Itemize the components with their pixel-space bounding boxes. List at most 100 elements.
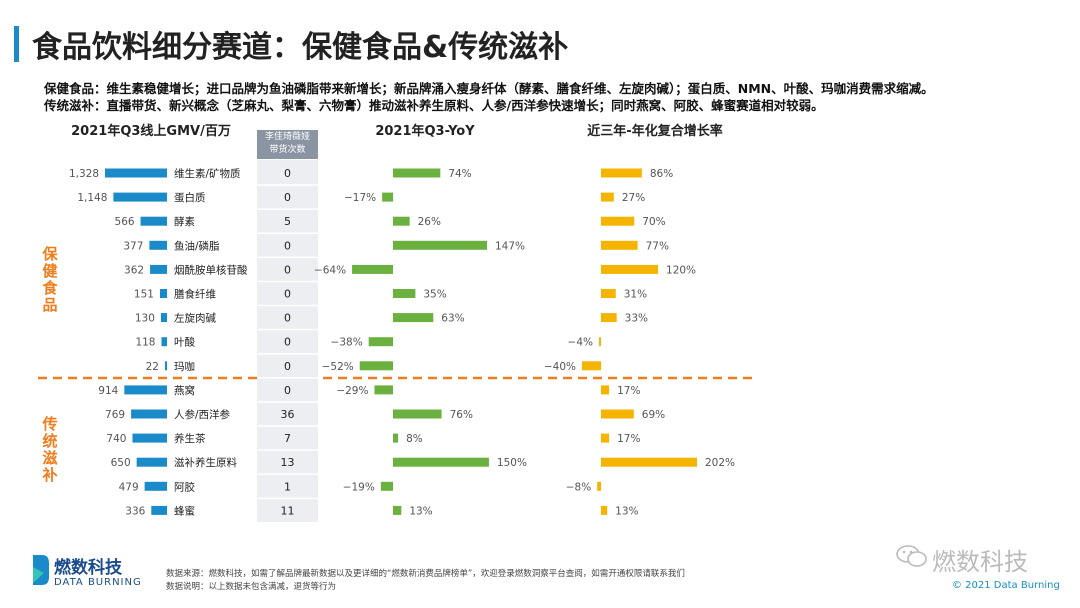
group-label-health: 保健食品 [42,245,58,314]
yoy-bar [393,409,442,419]
category-label: 人参/西洋参 [174,408,231,421]
wechat-icon [896,545,927,567]
gmv-bar [160,313,167,323]
cagr-bar [601,289,616,298]
cagr-value-label: 27% [622,192,645,204]
category-label: 蜂蜜 [174,504,195,517]
yoy-bar [380,481,393,491]
kol-count: 0 [284,288,291,301]
yoy-value-label: −29% [336,385,368,397]
gmv-value-label: 1,328 [69,168,99,180]
gmv-value-label: 362 [124,264,144,276]
page-title: 食品饮料细分赛道：保健食品&传统滋补 [32,30,569,65]
cagr-value-label: 69% [642,409,665,421]
kol-count: 0 [284,360,291,373]
kol-column-header: 李佳琦薇娅 带货次数 [257,130,318,159]
category-label: 烟酰胺单核苷酸 [174,263,248,276]
cagr-bar [601,433,610,443]
yoy-bar [393,168,441,178]
yoy-value-label: −38% [331,337,363,349]
description-line-1: 保健食品：维生素稳健增长；进口品牌为鱼油磷脂带来新增长；新品牌涌入瘦身纤体（酵素… [44,81,934,96]
gmv-bar [149,240,167,250]
yoy-value-label: 76% [450,409,473,421]
gmv-value-label: 151 [134,289,154,301]
yoy-bar [393,433,399,443]
data-burning-logo-icon [33,555,49,585]
yoy-bar [393,216,410,226]
category-label: 膳食纤维 [174,288,216,301]
cagr-bar [601,457,697,467]
cagr-bar [601,313,617,323]
yoy-value-label: 13% [409,505,432,517]
cagr-bar [601,192,614,202]
category-label: 滋补养生原料 [174,456,237,469]
gmv-column-title: 2021年Q3线上GMV/百万 [71,124,231,139]
kol-count: 0 [284,191,291,204]
gmv-bar [144,481,167,491]
gmv-value-label: 336 [125,505,145,517]
kol-count: 36 [281,408,295,421]
gmv-bar [132,433,167,443]
category-label: 酵素 [174,215,195,228]
cagr-bar [601,240,638,250]
category-label: 鱼油/磷脂 [174,239,220,252]
gmv-bar [159,289,167,298]
cagr-value-label: 33% [625,313,648,325]
cagr-bar [601,409,634,419]
group-label-tonic: 传统滋补 [42,415,58,484]
gmv-bar [161,337,167,347]
cagr-value-label: 17% [617,385,640,397]
data-note: 数据说明：以上数据未包含满减，退货等行为 [166,582,337,592]
kol-count: 0 [284,239,291,252]
yoy-value-label: −17% [344,192,376,204]
gmv-bar [140,216,167,226]
gmv-value-label: 479 [119,481,139,493]
cagr-value-label: 120% [666,264,696,276]
yoy-bar [368,337,393,347]
yoy-value-label: −64% [314,264,346,276]
gmv-value-label: 130 [135,313,155,325]
yoy-column-title: 2021年Q3-YoY [375,124,475,139]
gmv-value-label: 1,148 [77,192,107,204]
cagr-bar [601,168,642,178]
gmv-value-label: 650 [111,457,131,469]
yoy-value-label: 74% [448,168,471,180]
cagr-bar [601,505,608,515]
cagr-value-label: 31% [624,289,647,301]
category-label: 阿胶 [174,480,195,493]
kol-count: 0 [284,312,291,325]
gmv-value-label: 377 [123,240,143,252]
gmv-value-label: 566 [115,216,135,228]
category-label: 养生茶 [174,432,206,445]
cagr-bar [599,337,601,347]
gmv-bar [150,264,167,274]
cagr-value-label: −8% [566,481,591,493]
yoy-bar [393,457,489,467]
gmv-value-label: 740 [106,433,126,445]
cagr-value-label: 202% [705,457,735,469]
cagr-bar [581,361,601,371]
kol-count: 1 [284,480,291,493]
cagr-value-label: 70% [642,216,665,228]
source-note: 数据来源：燃数科技，如需了解品牌最新数据以及更详细的“燃数新消费品牌榜单”，欢迎… [166,569,685,579]
logo-text-cn: 燃数科技 [54,558,122,578]
gmv-bar [105,168,167,178]
category-label: 叶酸 [174,336,195,349]
gmv-bar [124,385,167,395]
cagr-bar [597,481,601,491]
yoy-value-label: 63% [441,313,464,325]
gmv-bar [136,457,167,467]
kol-count: 13 [281,456,295,469]
yoy-value-label: 147% [495,240,525,252]
gmv-bar [113,192,167,202]
kol-count: 11 [281,504,295,517]
category-label: 燕窝 [174,384,195,397]
cagr-value-label: −40% [544,361,576,373]
cagr-value-label: 77% [646,240,669,252]
cagr-column-title: 近三年-年化复合增长率 [587,124,723,139]
kol-count: 0 [284,384,291,397]
yoy-bar [359,361,393,371]
category-label: 蛋白质 [174,191,206,204]
kol-header-line-1: 李佳琦薇娅 [264,132,310,142]
